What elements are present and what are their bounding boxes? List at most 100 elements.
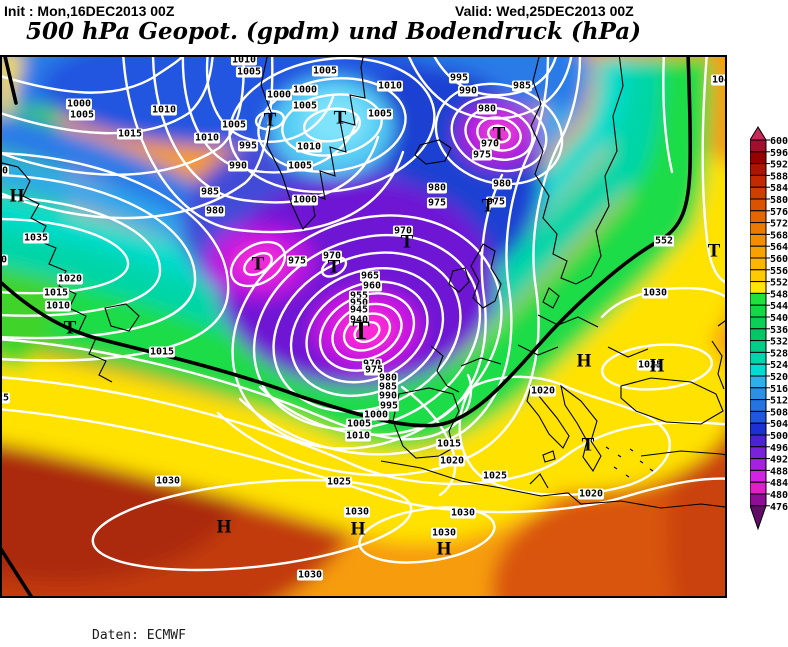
colorbar-box: [750, 352, 766, 364]
isobar-label: 1010: [377, 81, 403, 92]
colorbar-box: [750, 175, 766, 187]
isobar-label: 1030: [297, 570, 323, 581]
colorbar-value: 512: [770, 396, 788, 407]
colorbar-box: [750, 199, 766, 211]
isobar-label: 1005: [287, 161, 313, 172]
colorbar-box: [750, 494, 766, 506]
isobar-label: 1030: [0, 255, 8, 266]
colorbar-box: [750, 211, 766, 223]
isobar-label: 1030: [344, 507, 370, 518]
isobar-label: 1005: [292, 101, 318, 112]
colorbar-top-arrow-icon: [750, 127, 766, 140]
isobar-label: 1040: [0, 166, 9, 177]
colorbar-value: 496: [770, 443, 788, 454]
isobar-label: 1020: [578, 489, 604, 500]
colorbar-box: [750, 435, 766, 447]
colorbar-value: 580: [770, 195, 788, 206]
colorbar-box: [750, 187, 766, 199]
isobar-label: 995: [449, 73, 469, 84]
high-pressure-marker: H: [650, 357, 665, 376]
colorbar-box: [750, 293, 766, 305]
isobar-label: 1040: [711, 75, 727, 86]
isobar-label: 980: [492, 179, 512, 190]
colorbar-value: 528: [770, 348, 788, 359]
isobar-label: 1010: [194, 133, 220, 144]
colorbar-box: [750, 447, 766, 459]
geopotential-label: 552: [654, 236, 674, 247]
low-pressure-marker: T: [252, 255, 265, 274]
colorbar-value: 524: [770, 360, 788, 371]
colorbar-value: 488: [770, 466, 788, 477]
isobar-label: 1005: [69, 110, 95, 121]
colorbar-value: 540: [770, 313, 788, 324]
map-label-layer: 1000100510151010101010051005100010001005…: [2, 57, 725, 596]
colorbar-box: [750, 459, 766, 471]
synoptic-map: 1000100510151010101010051005100010001005…: [0, 55, 727, 598]
isobar-label: 1015: [149, 347, 175, 358]
isobar-label: 980: [427, 183, 447, 194]
valid-time-label: Valid: Wed,25DEC2013 00Z: [455, 3, 634, 19]
colorbar-value: 484: [770, 478, 788, 489]
colorbar-box: [750, 305, 766, 317]
colorbar-box: [750, 317, 766, 329]
isobar-label: 1000: [292, 85, 318, 96]
map-footer: Daten: ECMWF (C) Wetterzentrale www.wett…: [92, 598, 256, 647]
colorbar-box: [750, 411, 766, 423]
colorbar-box: [750, 341, 766, 353]
colorbar-box: [750, 482, 766, 494]
isobar-label: 1025: [326, 477, 352, 488]
isobar-label: 1015: [117, 129, 143, 140]
isobar-label: 975: [287, 256, 307, 267]
low-pressure-marker: T: [708, 242, 721, 261]
colorbar-value: 572: [770, 219, 788, 230]
isobar-label: 1000: [292, 195, 318, 206]
data-source-label: Daten: ECMWF: [92, 628, 256, 643]
colorbar-value: 560: [770, 254, 788, 265]
isobar-label: 985: [200, 187, 220, 198]
colorbar-value: 520: [770, 372, 788, 383]
colorbar-box: [750, 364, 766, 376]
colorbar-box: [750, 258, 766, 270]
isobar-label: 1015: [436, 439, 462, 450]
isobar-label: 1010: [45, 301, 71, 312]
colorbar-value: 508: [770, 407, 788, 418]
low-pressure-marker: T: [64, 319, 77, 338]
colorbar-box: [750, 270, 766, 282]
colorbar-box: [750, 400, 766, 412]
colorbar-value: 504: [770, 419, 788, 430]
isobar-label: 1000: [266, 90, 292, 101]
isobar-label: 1010: [345, 431, 371, 442]
low-pressure-marker: T: [334, 109, 347, 128]
low-pressure-marker: T: [493, 125, 506, 144]
isobar-label: 985: [512, 81, 532, 92]
low-pressure-marker: T: [582, 436, 595, 455]
colorbar-box: [750, 388, 766, 400]
colorbar-value: 596: [770, 148, 788, 159]
isobar-label: 1025: [0, 393, 10, 404]
colorbar-value: 500: [770, 431, 788, 442]
colorbar-value: 552: [770, 278, 788, 289]
isobar-label: 1010: [296, 142, 322, 153]
isobar-label: 1005: [367, 109, 393, 120]
colorbar-box: [750, 282, 766, 294]
colorbar-value: 588: [770, 171, 788, 182]
colorbar-value: 556: [770, 266, 788, 277]
isobar-label: 1020: [439, 456, 465, 467]
high-pressure-marker: H: [10, 187, 25, 206]
init-time-label: Init : Mon,16DEC2013 00Z: [4, 3, 174, 19]
isobar-label: 1020: [57, 274, 83, 285]
colorbar-box: [750, 246, 766, 258]
isobar-label: 1020: [530, 386, 556, 397]
colorbar-box: [750, 164, 766, 176]
isobar-label: 1035: [23, 233, 49, 244]
low-pressure-marker: T: [328, 258, 341, 277]
isobar-label: 975: [472, 150, 492, 161]
isobar-label: 1025: [482, 471, 508, 482]
isobar-label: 990: [228, 161, 248, 172]
isobar-label: 1010: [231, 55, 257, 66]
chart-title: 500 hPa Geopot. (gpdm) und Bodendruck (h…: [26, 18, 641, 45]
isobar-label: 1000: [66, 99, 92, 110]
isobar-label: 980: [205, 206, 225, 217]
colorbar-value: 584: [770, 183, 788, 194]
high-pressure-marker: H: [577, 352, 592, 371]
